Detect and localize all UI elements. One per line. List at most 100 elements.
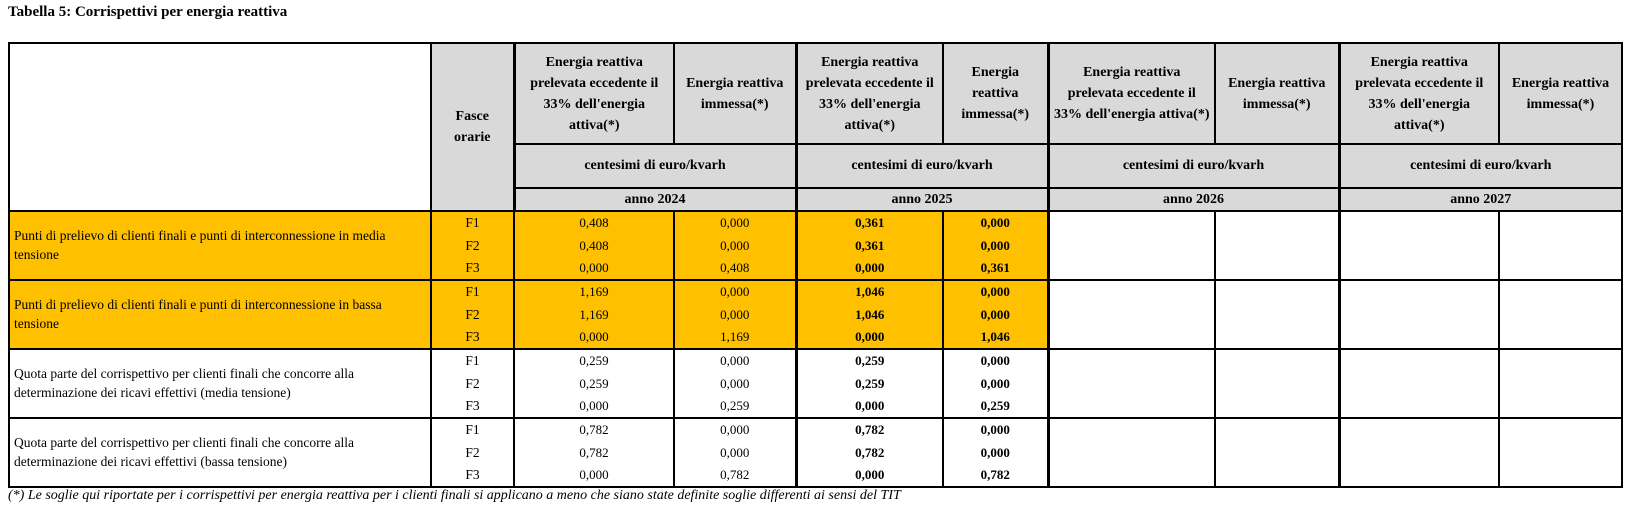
year-header-2025: anno 2025 xyxy=(794,187,1049,212)
fascia-cell: F3 xyxy=(430,464,514,487)
value-cell: 0,000 xyxy=(673,417,796,441)
table-row: F3 0,000 1,169 0,000 1,046 xyxy=(9,326,1622,349)
value-cell: 0,259 xyxy=(673,395,796,418)
col-header-immessa-2027: Energia reattiva immessa(*) xyxy=(1498,42,1623,145)
value-cell: 0,000 xyxy=(794,464,943,487)
value-cell: 0,000 xyxy=(794,326,943,349)
year-header-2027: anno 2027 xyxy=(1337,187,1623,212)
value-cell: 0,000 xyxy=(673,210,796,234)
group-label-cell: Punti di prelievo di clienti finali e pu… xyxy=(9,210,431,280)
table-header: Fasce orarie Energia reattiva prelevata … xyxy=(8,42,1623,212)
empty-cell xyxy=(1046,279,1215,349)
corner-cell xyxy=(8,42,432,212)
value-cell: 0,000 xyxy=(513,326,674,349)
group-label-cell: Quota parte del corrispettivo per client… xyxy=(9,348,431,418)
table-row: F3 0,000 0,259 0,000 0,259 xyxy=(9,395,1622,418)
empty-cell xyxy=(1498,279,1622,349)
value-cell: 0,000 xyxy=(673,234,796,257)
value-cell: 0,000 xyxy=(942,417,1048,441)
empty-cell xyxy=(1214,279,1339,349)
value-cell: 0,000 xyxy=(673,441,796,464)
value-cell: 0,259 xyxy=(942,395,1048,418)
col-header-prelevata-2026: Energia reattiva prelevata eccedente il … xyxy=(1046,42,1216,145)
group-label-cell: Quota parte del corrispettivo per client… xyxy=(9,417,431,487)
value-cell: 0,361 xyxy=(794,234,943,257)
value-cell: 0,000 xyxy=(942,303,1048,326)
table-row: F3 0,000 0,782 0,000 0,782 xyxy=(9,464,1622,487)
table-row: F2 0,782 0,000 0,782 0,000 xyxy=(9,441,1622,464)
value-cell: 0,000 xyxy=(673,348,796,372)
col-header-prelevata-2025: Energia reattiva prelevata eccedente il … xyxy=(794,42,944,145)
unit-header-2027: centesimi di euro/kvarh xyxy=(1337,143,1623,189)
value-cell: 0,361 xyxy=(794,210,943,234)
page-title: Tabella 5: Corrispettivi per energia rea… xyxy=(8,4,288,20)
fascia-cell: F1 xyxy=(430,210,514,234)
group-label-cell: Punti di prelievo di clienti finali e pu… xyxy=(9,279,431,349)
value-cell: 0,000 xyxy=(942,372,1048,395)
empty-cell xyxy=(1498,417,1622,487)
empty-cell xyxy=(1337,210,1499,280)
empty-cell xyxy=(1046,210,1215,280)
value-cell: 0,000 xyxy=(673,279,796,303)
value-cell: 0,408 xyxy=(673,257,796,280)
value-cell: 1,046 xyxy=(794,279,943,303)
col-header-immessa-2024: Energia reattiva immessa(*) xyxy=(673,42,797,145)
tariff-table: Fasce orarie Energia reattiva prelevata … xyxy=(8,42,1623,488)
value-cell: 0,000 xyxy=(942,279,1048,303)
value-cell: 0,000 xyxy=(942,234,1048,257)
table-row: Punti di prelievo di clienti finali e pu… xyxy=(9,279,1622,349)
table-body: Punti di prelievo di clienti finali e pu… xyxy=(9,210,1622,487)
year-header-2024: anno 2024 xyxy=(512,187,797,212)
value-cell: 1,169 xyxy=(513,303,674,326)
value-cell: 0,000 xyxy=(794,257,943,280)
value-cell: 1,169 xyxy=(673,326,796,349)
fascia-cell: F2 xyxy=(430,234,514,257)
col-header-prelevata-2024: Energia reattiva prelevata eccedente il … xyxy=(512,42,675,145)
value-cell: 0,000 xyxy=(513,395,674,418)
fascia-cell: F1 xyxy=(430,348,514,372)
col-header-immessa-2026: Energia reattiva immessa(*) xyxy=(1214,42,1340,145)
fascia-cell: F3 xyxy=(430,395,514,418)
value-cell: 0,259 xyxy=(513,348,674,372)
value-cell: 0,259 xyxy=(794,372,943,395)
value-cell: 0,000 xyxy=(942,441,1048,464)
footnote: (*) Le soglie qui riportate per i corris… xyxy=(8,488,901,503)
table-row: Quota parte del corrispettivo per client… xyxy=(9,348,1622,418)
value-cell: 0,782 xyxy=(513,441,674,464)
fascia-cell: F1 xyxy=(430,279,514,303)
empty-cell xyxy=(1214,348,1339,418)
value-cell: 0,000 xyxy=(942,348,1048,372)
value-cell: 0,000 xyxy=(942,210,1048,234)
value-cell: 0,782 xyxy=(513,417,674,441)
table-row: Punti di prelievo di clienti finali e pu… xyxy=(9,210,1622,280)
empty-cell xyxy=(1337,348,1499,418)
value-cell: 0,782 xyxy=(794,417,943,441)
col-header-immessa-2025: Energia reattiva immessa(*) xyxy=(942,42,1049,145)
value-cell: 1,169 xyxy=(513,279,674,303)
fascia-cell: F3 xyxy=(430,257,514,280)
value-cell: 0,000 xyxy=(673,372,796,395)
value-cell: 0,408 xyxy=(513,234,674,257)
empty-cell xyxy=(1046,348,1215,418)
table-row: F2 0,259 0,000 0,259 0,000 xyxy=(9,372,1622,395)
year-header-2026: anno 2026 xyxy=(1046,187,1340,212)
value-cell: 0,000 xyxy=(794,395,943,418)
empty-cell xyxy=(1337,417,1499,487)
empty-cell xyxy=(1214,417,1339,487)
value-cell: 1,046 xyxy=(942,326,1048,349)
fascia-cell: F2 xyxy=(430,441,514,464)
value-cell: 0,000 xyxy=(513,464,674,487)
table-row: Quota parte del corrispettivo per client… xyxy=(9,417,1622,487)
table-row: F2 0,408 0,000 0,361 0,000 xyxy=(9,234,1622,257)
value-cell: 0,259 xyxy=(794,348,943,372)
col-header-prelevata-2027: Energia reattiva prelevata eccedente il … xyxy=(1337,42,1500,145)
empty-cell xyxy=(1046,417,1215,487)
fasce-header-cell: Fasce orarie xyxy=(430,42,515,212)
unit-header-2025: centesimi di euro/kvarh xyxy=(794,143,1049,189)
empty-cell xyxy=(1214,210,1339,280)
value-cell: 0,259 xyxy=(513,372,674,395)
value-cell: 0,782 xyxy=(942,464,1048,487)
unit-header-2026: centesimi di euro/kvarh xyxy=(1046,143,1340,189)
empty-cell xyxy=(1337,279,1499,349)
value-cell: 0,782 xyxy=(794,441,943,464)
